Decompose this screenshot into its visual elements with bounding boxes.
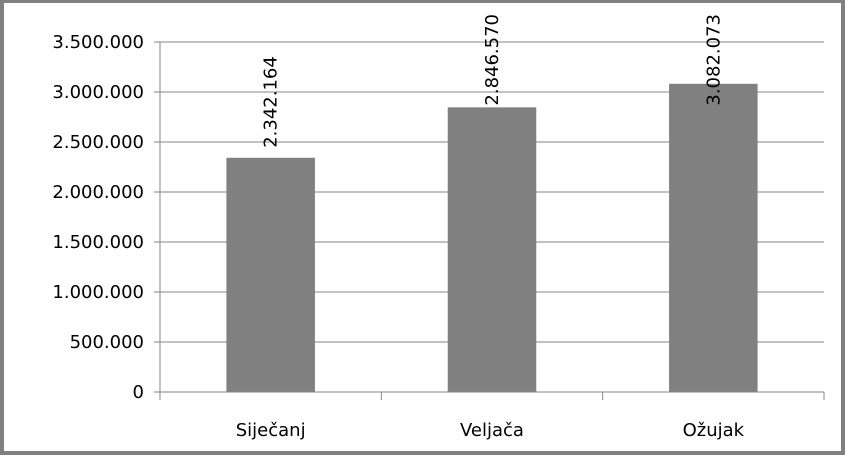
x-category-label: Ožujak xyxy=(683,420,745,441)
y-tick-label: 1.000.000 xyxy=(52,282,144,303)
y-tick-label: 2.000.000 xyxy=(52,182,144,203)
bars xyxy=(226,83,758,393)
y-tick-label: 0 xyxy=(133,382,144,403)
y-tick-label: 3.000.000 xyxy=(52,82,144,103)
data-label: 3.082.073 xyxy=(703,14,724,106)
y-tick-label: 3.500.000 xyxy=(52,32,144,53)
y-tick-label: 500.000 xyxy=(70,332,144,353)
bar xyxy=(669,83,758,393)
y-tick-label: 1.500.000 xyxy=(52,232,144,253)
x-category-label: Siječanj xyxy=(236,420,306,441)
data-labels: 2.342.164 2.846.570 3.082.073 xyxy=(261,14,725,148)
bar xyxy=(447,107,537,392)
bar xyxy=(226,157,315,392)
y-tick-label: 2.500.000 xyxy=(52,132,144,153)
data-label: 2.846.570 xyxy=(482,14,503,106)
x-axis-labels: Siječanj Veljača Ožujak xyxy=(236,420,745,441)
data-label: 2.342.164 xyxy=(261,56,282,148)
x-category-label: Veljača xyxy=(460,420,524,441)
axes xyxy=(154,41,825,400)
y-axis-ticks: 0 500.000 1.000.000 1.500.000 2.000.000 2.500… xyxy=(52,32,144,403)
